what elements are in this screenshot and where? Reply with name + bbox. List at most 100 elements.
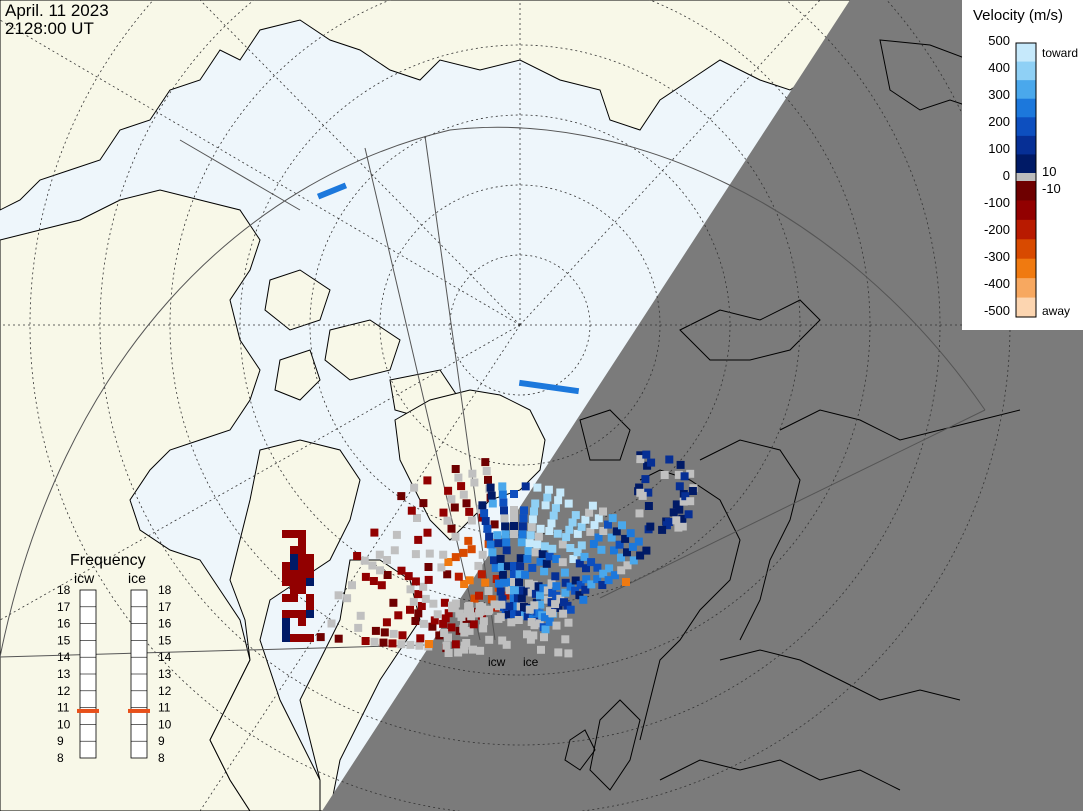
velocity-cell (510, 578, 518, 586)
colorbar-tick-label: -400 (984, 276, 1010, 291)
velocity-cell (525, 605, 534, 614)
velocity-cell (502, 640, 511, 649)
velocity-cells (282, 450, 698, 658)
velocity-cell (421, 594, 430, 603)
velocity-cell (518, 586, 527, 595)
velocity-cell (552, 555, 561, 563)
velocity-cell (417, 602, 426, 610)
colorbar-away-label: away (1042, 304, 1070, 318)
velocity-cell (454, 648, 463, 657)
velocity-cell (298, 538, 306, 546)
velocity-cell (470, 478, 479, 487)
velocity-cell (686, 469, 695, 478)
velocity-cell (282, 562, 290, 570)
velocity-cell (383, 571, 392, 579)
velocity-cell (404, 572, 413, 581)
velocity-cell (593, 563, 602, 572)
velocity-cell (686, 497, 695, 506)
velocity-cell (409, 597, 418, 606)
velocity-cell (467, 516, 476, 525)
velocity-cell (498, 482, 507, 491)
colorbar-swatch (1016, 239, 1036, 260)
velocity-cell (504, 610, 513, 619)
velocity-cell (577, 541, 586, 550)
velocity-cell (490, 600, 499, 609)
velocity-cell (469, 620, 478, 629)
velocity-cell (622, 578, 630, 586)
velocity-cell (379, 638, 388, 647)
velocity-cell (530, 621, 539, 630)
velocity-cell (482, 467, 491, 475)
velocity-cell (529, 631, 538, 640)
velocity-cell (290, 554, 298, 562)
velocity-cell (497, 562, 506, 571)
velocity-cell (678, 514, 687, 523)
velocity-cell (370, 637, 379, 646)
velocity-cell (290, 586, 298, 594)
velocity-cell (415, 641, 424, 650)
frequency-panel: Frequency icw ice 18 18 17 17 16 16 15 15 14 14 13… (57, 552, 172, 765)
colorbar-swatch (1016, 219, 1036, 240)
velocity-cell (515, 570, 524, 579)
velocity-cell (397, 492, 406, 501)
velocity-cell (389, 598, 398, 607)
colorbar-tick-label: 500 (988, 33, 1010, 48)
velocity-cell (498, 490, 507, 499)
velocity-cell (547, 519, 556, 528)
velocity-cell (530, 601, 539, 610)
velocity-cell (490, 556, 498, 565)
velocity-cell (371, 626, 380, 635)
velocity-cell (465, 507, 474, 516)
velocity-cell (541, 501, 550, 510)
velocity-cell (424, 563, 433, 571)
velocity-cell (669, 508, 678, 517)
velocity-cell (439, 619, 448, 628)
velocity-cell (447, 495, 456, 504)
velocity-cell (480, 509, 489, 518)
velocity-cell (425, 640, 433, 648)
velocity-cell (551, 572, 560, 581)
velocity-cell (380, 628, 389, 637)
velocity-cell (437, 563, 446, 572)
velocity-cell (517, 538, 526, 547)
velocity-cell (428, 622, 437, 631)
velocity-cell (334, 634, 343, 643)
velocity-cell (558, 558, 567, 567)
velocity-cell (448, 601, 456, 610)
velocity-cell (416, 634, 425, 643)
frequency-tick-label: 10 (158, 717, 172, 731)
velocity-cell (571, 576, 580, 585)
velocity-cell (282, 634, 290, 642)
velocity-cell (634, 537, 643, 546)
velocity-cell (298, 618, 306, 626)
velocity-cell (467, 545, 476, 554)
colorbar-swatch-zero (1016, 173, 1036, 181)
velocity-cell (540, 542, 549, 551)
frequency-tick-label: 8 (158, 751, 165, 765)
velocity-cell (569, 555, 578, 563)
velocity-cell (510, 610, 518, 618)
colorbar-swatch (1016, 297, 1036, 318)
frequency-tick-label: 9 (158, 734, 165, 748)
velocity-cell (411, 577, 420, 586)
velocity-cell (674, 470, 683, 479)
velocity-cell (589, 540, 598, 548)
velocity-cell (538, 550, 547, 558)
velocity-cell (586, 527, 595, 536)
velocity-cell (439, 508, 448, 517)
velocity-cell (665, 455, 674, 464)
velocity-cell (623, 561, 632, 570)
velocity-cell (617, 553, 625, 562)
velocity-cell (481, 458, 490, 467)
velocity-cell (491, 563, 500, 572)
site-label-icw: icw (488, 655, 506, 669)
velocity-cell (521, 570, 530, 579)
velocity-cell (501, 530, 510, 539)
velocity-cell (582, 564, 590, 573)
colorbar-swatch (1016, 80, 1036, 100)
velocity-cell (492, 575, 501, 583)
coast-finland (699, 439, 801, 641)
velocity-cell (518, 522, 527, 531)
velocity-cell (440, 629, 449, 637)
